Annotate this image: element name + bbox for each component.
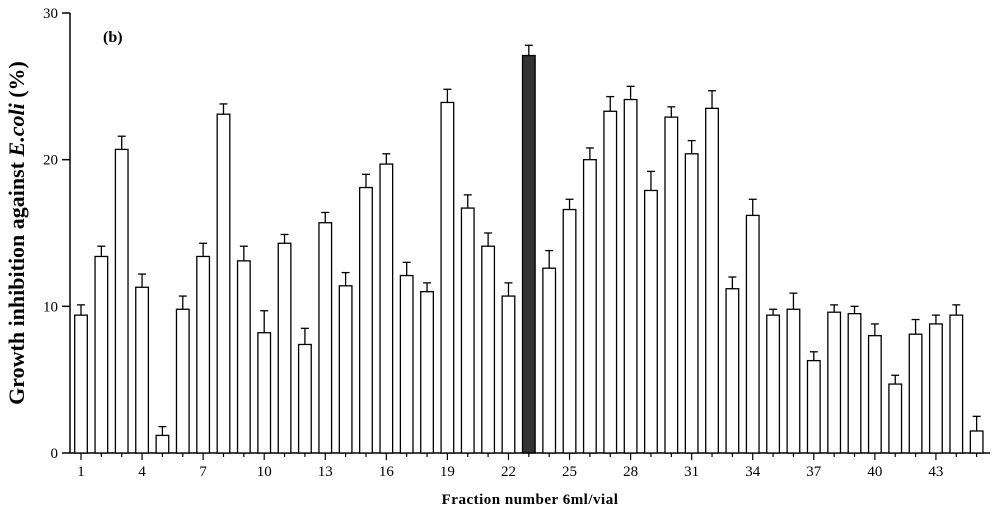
- bar: [420, 291, 435, 454]
- x-tick-label: 4: [138, 464, 146, 480]
- bar: [725, 288, 740, 454]
- bar: [908, 333, 923, 454]
- bar: [114, 148, 129, 454]
- y-axis-title: Growth inhibition against E.coli (%): [4, 61, 29, 405]
- bar: [318, 222, 333, 454]
- y-tick-label: 10: [43, 299, 58, 315]
- bar: [806, 359, 821, 454]
- bar: [236, 260, 251, 454]
- x-tick-label: 40: [867, 464, 882, 480]
- bar: [542, 267, 557, 454]
- bar: [440, 101, 455, 454]
- bar: [664, 116, 679, 454]
- bar: [379, 163, 394, 454]
- bar: [969, 430, 984, 454]
- bar: [297, 343, 312, 454]
- x-tick-label: 34: [745, 464, 761, 480]
- x-tick-label: 43: [928, 464, 943, 480]
- bar: [216, 113, 231, 454]
- bar: [94, 255, 109, 454]
- bar-highlighted: [521, 54, 536, 454]
- bar: [135, 286, 150, 454]
- x-tick-label: 28: [623, 464, 638, 480]
- bar: [196, 255, 211, 454]
- bar: [460, 207, 475, 454]
- bar: [643, 189, 658, 454]
- error-bars: [77, 44, 981, 436]
- bar: [847, 313, 862, 454]
- bar: [277, 242, 292, 454]
- x-tick-label: 16: [379, 464, 395, 480]
- bar: [155, 434, 170, 454]
- y-tick-label: 0: [51, 446, 59, 462]
- bar: [562, 208, 577, 454]
- y-axis-title-italic: E.coli: [4, 102, 29, 157]
- bars: [74, 54, 984, 454]
- bar: [257, 332, 272, 454]
- ticks: 0 10 20 30 1 4 7 10 13 16 19 22 25 28 31 34 37 40 43: [43, 6, 978, 480]
- bar: [623, 98, 638, 454]
- bar: [888, 383, 903, 454]
- y-axis-title-suffix: (%): [4, 61, 29, 103]
- bar: [359, 186, 373, 454]
- x-tick-label: 22: [501, 464, 516, 480]
- x-tick-label: 25: [562, 464, 577, 480]
- bar: [684, 153, 699, 454]
- x-tick-label: 19: [440, 464, 455, 480]
- bar: [338, 285, 353, 454]
- bar: [949, 314, 964, 454]
- bar: [481, 245, 496, 454]
- panel-label: (b): [103, 29, 123, 46]
- y-tick-label: 30: [43, 6, 58, 22]
- bar: [399, 274, 414, 454]
- bar: [786, 308, 801, 454]
- bar: [867, 335, 882, 454]
- bar: [175, 308, 190, 454]
- bar: [582, 159, 597, 454]
- x-tick-label: 1: [77, 464, 85, 480]
- x-tick-label: 31: [684, 464, 699, 480]
- y-tick-label: 20: [43, 153, 58, 169]
- bar: [928, 323, 943, 454]
- bar: [766, 314, 781, 454]
- bar: [74, 314, 88, 454]
- bar: [603, 110, 618, 454]
- x-tick-label: 10: [257, 464, 272, 480]
- x-tick-label: 37: [806, 464, 822, 480]
- x-tick-label: 13: [318, 464, 333, 480]
- x-axis-title: Fraction number 6ml/vial: [442, 492, 619, 508]
- bar: [501, 295, 516, 454]
- x-tick-label: 7: [199, 464, 207, 480]
- bar: [705, 107, 719, 454]
- bar: [827, 311, 842, 454]
- y-axis-title-prefix: Growth inhibition against: [4, 156, 29, 404]
- bar: [745, 214, 760, 454]
